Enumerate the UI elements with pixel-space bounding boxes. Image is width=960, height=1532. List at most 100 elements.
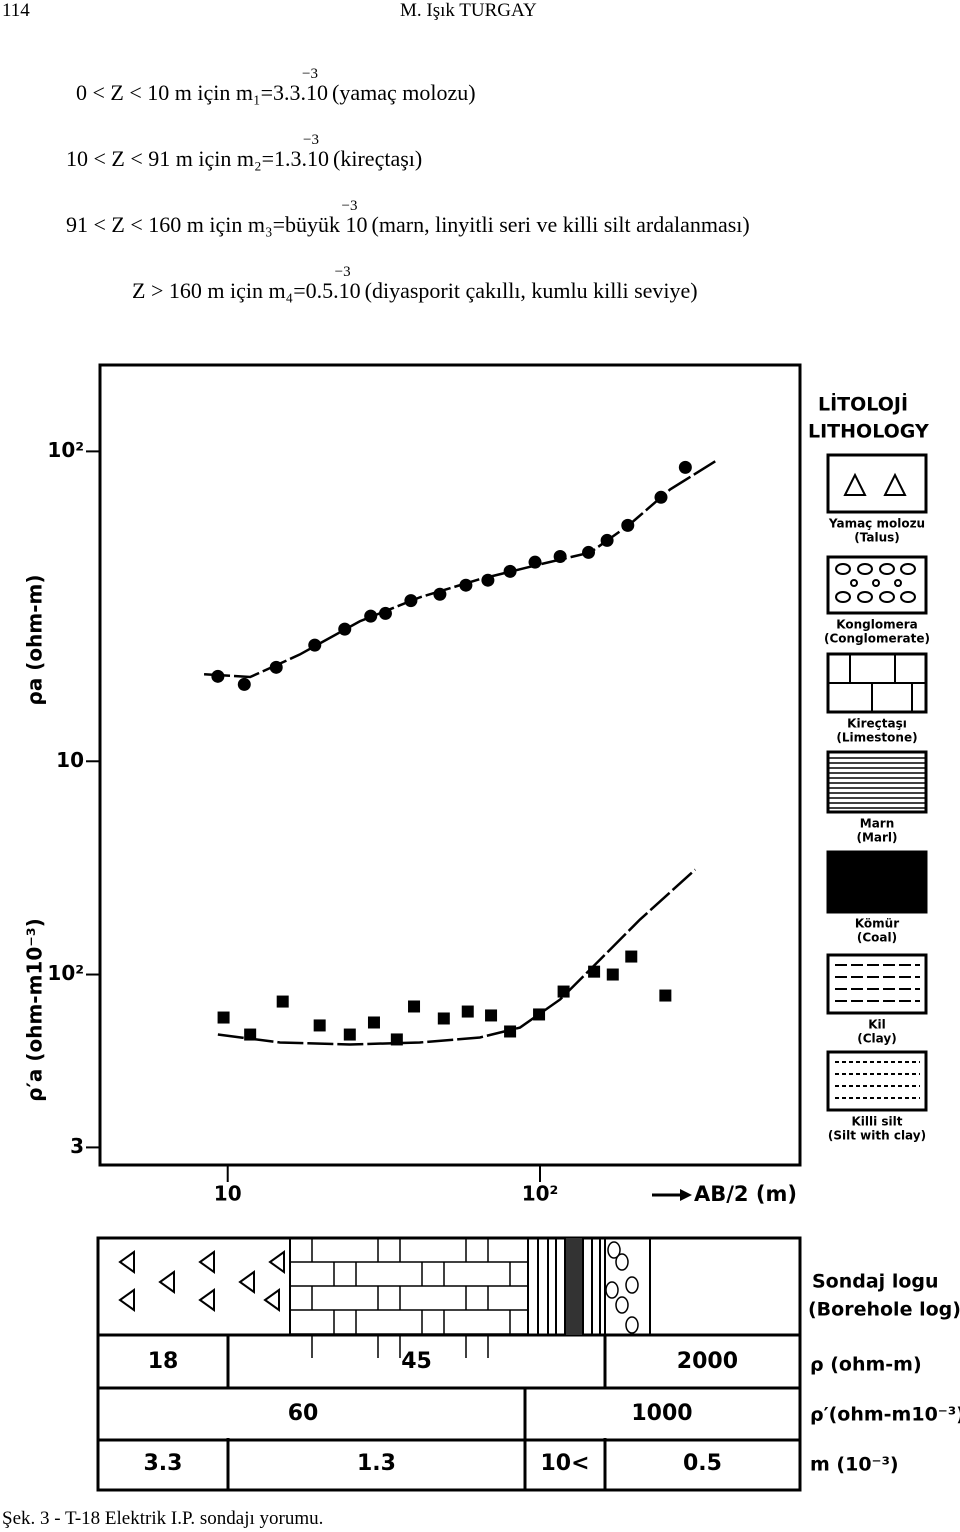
figure: ρa (ohm-m) ρ′a (ohm-m10⁻³) AB/2 (m) LİTO…: [23, 363, 960, 1492]
pattern: [857, 563, 873, 575]
x-tick-label: 10: [214, 1182, 242, 1206]
pattern: [625, 1316, 639, 1334]
legend-label: (Talus): [854, 531, 900, 545]
cell-value: 3.3: [144, 1451, 183, 1476]
pattern: [605, 1281, 619, 1299]
legend-label: (Limestone): [836, 731, 917, 745]
equation: 10 < Z < 91 m için m₂=1.3.10−3 (kireçtaşı…: [66, 132, 423, 172]
plot-frame: [98, 363, 802, 1167]
legend-label: (Coal): [857, 931, 897, 945]
legend-label: Killi silt: [851, 1115, 902, 1129]
data-point: [408, 1000, 421, 1013]
data-point: [588, 965, 601, 978]
data-point: [343, 1028, 356, 1041]
y-tick-label: 10²: [47, 961, 84, 985]
data-point: [437, 1012, 450, 1025]
legend-label: Kil: [868, 1018, 886, 1032]
x-axis-label: AB/2 (m): [694, 1182, 797, 1206]
legend-label: (Marl): [856, 831, 897, 845]
data-point: [678, 460, 692, 474]
data-point: [625, 950, 638, 963]
eq-exp: −3: [302, 66, 319, 82]
cell-value: 18: [148, 1349, 179, 1374]
cell-value: 0.5: [683, 1451, 722, 1476]
legend-label: Kireçtaşı: [847, 717, 907, 731]
cell-value: 60: [288, 1401, 319, 1426]
pattern: [828, 654, 926, 712]
pattern: [198, 1288, 215, 1312]
caption: Şek. 3 - T-18 Elektrik I.P. sondajı yoru…: [2, 1508, 324, 1529]
eq-exp: −3: [303, 132, 320, 148]
log-frame: [96, 1236, 802, 1492]
eq-lhs: Z > 160 m için m₄=0.5.10: [132, 278, 361, 303]
pattern: [566, 1238, 582, 1335]
legend-label: (Silt with clay): [828, 1129, 926, 1143]
y-tick-label: 10: [56, 748, 84, 772]
y-axis-label: ρa (ohm-m): [23, 574, 47, 705]
equation: Z > 160 m için m₄=0.5.10−3 (diyasporit ça…: [132, 264, 698, 304]
borehole-log: 18 45 2000 60 1000 3.3 1.3 10< 0.5: [96, 1236, 802, 1492]
eq-exp: −3: [334, 264, 351, 280]
cell-value: 1000: [631, 1401, 692, 1426]
pattern: [198, 1250, 215, 1274]
pattern: [900, 591, 916, 603]
data-point: [244, 1028, 257, 1041]
y-tick-label: 3: [70, 1134, 84, 1158]
eq-rhs: (kireçtaşı): [333, 146, 423, 171]
axis-arrow-head: [680, 1189, 692, 1201]
data-point: [606, 968, 619, 981]
pattern: [158, 1270, 175, 1294]
eq-rhs: (diyasporit çakıllı, kumlu killi seviye): [364, 278, 698, 303]
data-point: [211, 669, 225, 683]
pattern: [900, 563, 916, 575]
pattern: [835, 563, 851, 575]
page-number: 114: [2, 0, 30, 21]
pattern: [263, 1288, 280, 1312]
legend-title: LİTOLOJİ: [818, 392, 908, 416]
legend: Yamaç molozu(Talus) Konglomera(Conglomera…: [824, 453, 930, 1143]
borehole-label: (Borehole log): [808, 1299, 960, 1321]
legend-label: Marn: [860, 817, 895, 831]
data-point: [503, 564, 517, 578]
legend-swatch: [826, 850, 928, 914]
pattern: [238, 1270, 255, 1294]
data-point: [504, 1025, 517, 1038]
y-axis-label: ρ′a (ohm-m10⁻³): [23, 918, 47, 1101]
data-point: [367, 1016, 380, 1029]
pattern: [857, 591, 873, 603]
pattern: [843, 472, 907, 496]
running-head: M. Işık TURGAY: [400, 0, 537, 21]
pattern: [879, 563, 895, 575]
pattern: [850, 579, 858, 587]
y-tick-label: 10²: [47, 438, 84, 462]
row-label: ρ (ohm-m): [810, 1354, 922, 1376]
cell-value: 2000: [677, 1349, 738, 1374]
legend-swatch: [826, 750, 928, 814]
pattern: [615, 1253, 629, 1271]
pattern: [879, 591, 895, 603]
pattern: [607, 1241, 621, 1259]
data-point: [659, 989, 672, 1002]
pattern: [835, 591, 851, 603]
fit-curve: [217, 868, 697, 1046]
legend-title: LITHOLOGY: [808, 421, 929, 443]
eq-lhs: 91 < Z < 160 m için m₃=büyük 10: [66, 212, 368, 237]
legend-label: Yamaç molozu: [828, 517, 925, 531]
equation: 0 < Z < 10 m için m₁=3.3.10−3 (yamaç molo…: [76, 66, 476, 106]
pattern: [615, 1296, 629, 1314]
data-point: [461, 1005, 474, 1018]
data-point: [237, 677, 251, 691]
cell-value: 10<: [540, 1451, 589, 1476]
pattern: [118, 1288, 135, 1312]
row-label: m (10⁻³): [810, 1454, 899, 1476]
data-point: [485, 1009, 498, 1022]
eq-lhs: 0 < Z < 10 m için m₁=3.3.10: [76, 80, 329, 105]
data-point: [313, 1019, 326, 1032]
eq-rhs: (yamaç molozu): [332, 80, 476, 105]
eq-rhs: (marn, linyitli seri ve killi silt ardal…: [371, 212, 750, 237]
data-point: [217, 1011, 230, 1024]
fit-curve: [203, 460, 716, 679]
equation: 91 < Z < 160 m için m₃=büyük 10−3 (marn, …: [66, 198, 750, 238]
data-point: [276, 995, 289, 1008]
